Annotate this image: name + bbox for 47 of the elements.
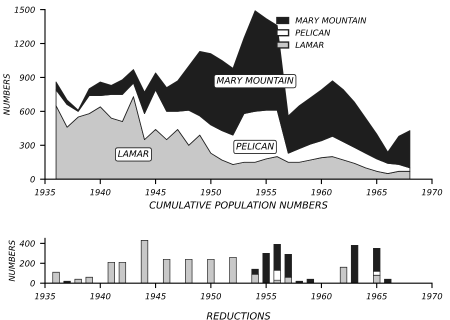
y-tick-label: 1500	[14, 6, 35, 13]
y-tick-label: 1200	[14, 40, 35, 47]
bar	[108, 262, 116, 284]
text: MARY MOUNTAIN	[216, 76, 294, 84]
y-tick-label: 400	[20, 240, 35, 247]
x-tick-label: 1935	[34, 189, 56, 196]
y-axis-title: NUMBERS	[3, 74, 10, 115]
x-tick-label: 1965	[366, 189, 387, 196]
x-tick-label: 1955	[256, 189, 276, 196]
y-tick-label: 200	[19, 260, 35, 267]
x-tick-label: 1945	[145, 293, 166, 300]
x-tick-label: 1960	[311, 189, 332, 196]
bar	[162, 258, 170, 284]
x-tick-label: 1945	[145, 189, 166, 196]
y-tick-label: 0	[30, 176, 35, 182]
bar	[207, 258, 215, 284]
y-tick-label: 0	[30, 280, 35, 286]
x-axis-title: REDUCTIONS	[206, 312, 270, 320]
x-axis-title: CUMULATIVE POPULATION NUMBERS	[150, 201, 328, 209]
text: LAMAR	[118, 150, 148, 157]
x-tick-label: 1960	[311, 293, 332, 300]
text: PELICAN	[236, 142, 274, 150]
x-tick-label: 1950	[200, 293, 222, 300]
x-tick-label: 1955	[256, 293, 276, 300]
bar	[185, 258, 192, 284]
legend-label: MARY MOUNTAIN	[295, 17, 366, 24]
y-tick-label: 900	[20, 74, 35, 81]
bar	[340, 266, 348, 284]
bar	[118, 262, 126, 284]
legend-label: PELICAN	[295, 29, 330, 36]
x-tick-label: 1940	[90, 293, 110, 300]
y-tick-label: 300	[19, 142, 35, 149]
bar	[262, 252, 270, 284]
bar	[86, 276, 93, 284]
x-tick-label: 1970	[422, 293, 442, 300]
y-tick-label: 600	[20, 108, 35, 115]
x-tick-label: 1950	[200, 189, 222, 196]
bar	[350, 245, 358, 284]
x-tick-label: 1970	[422, 189, 442, 196]
y-axis-title: NUMBERS	[8, 240, 15, 282]
legend-label: LAMAR	[295, 42, 324, 48]
bar	[229, 256, 237, 284]
x-tick-label: 1935	[34, 293, 56, 300]
x-tick-label: 1940	[90, 189, 110, 196]
bar	[373, 248, 380, 272]
x-tick-label: 1965	[366, 293, 387, 300]
bar	[140, 240, 148, 284]
